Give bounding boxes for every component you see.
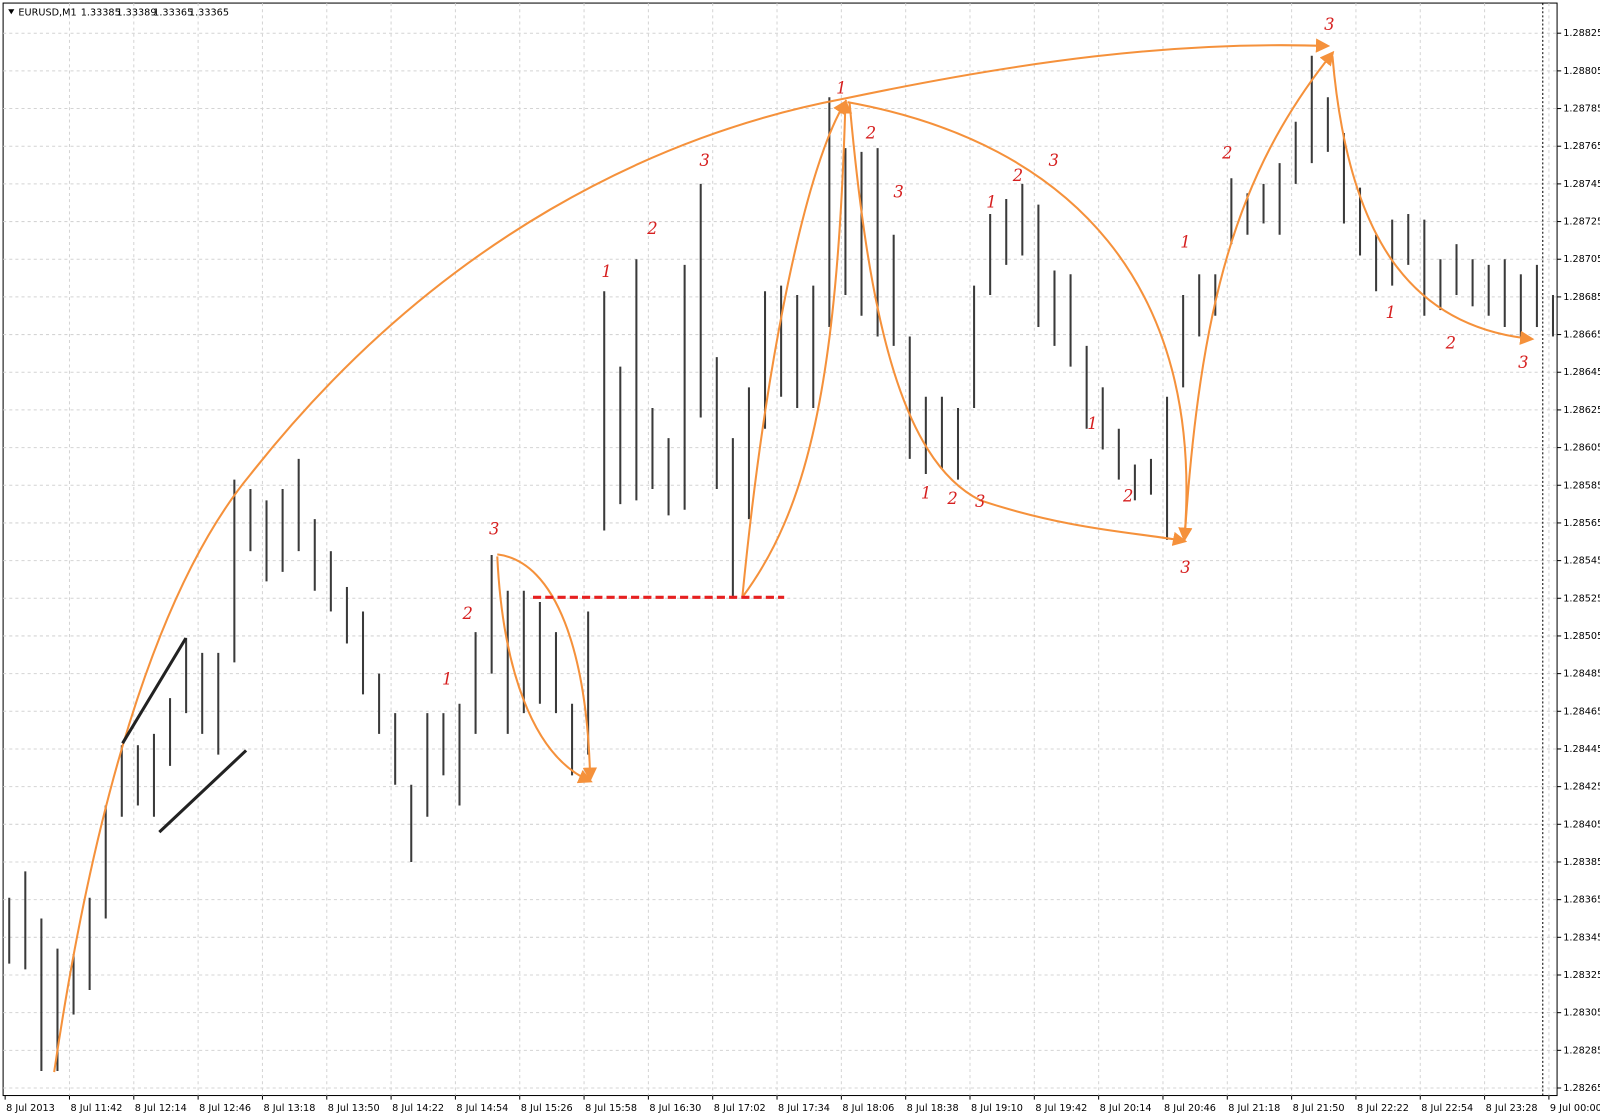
y-tick-label: 1.28465: [1563, 706, 1600, 717]
x-tick-label: 8 Jul 2013: [6, 1103, 55, 1114]
x-tick-label: 8 Jul 14:22: [392, 1103, 444, 1114]
wave-label: 2: [646, 219, 657, 238]
x-tick-label: 8 Jul 15:58: [585, 1103, 637, 1114]
ohlc-value: 1.33365: [189, 7, 229, 18]
wave-arc: [1331, 56, 1535, 345]
plot-frame: [2, 2, 1558, 1097]
y-tick-label: 1.28745: [1563, 179, 1600, 190]
x-tick-label: 8 Jul 20:46: [1164, 1103, 1216, 1114]
wave-label: 1: [1385, 303, 1395, 322]
x-tick-label: 8 Jul 14:54: [456, 1103, 508, 1114]
wave-label: 2: [1221, 144, 1232, 163]
ohlc-value: 1.33385: [81, 7, 121, 18]
y-tick-label: 1.28485: [1563, 669, 1600, 680]
x-tick-label: 8 Jul 22:22: [1357, 1103, 1409, 1114]
y-tick-label: 1.28785: [1563, 104, 1600, 115]
y-tick-label: 1.28285: [1563, 1045, 1600, 1056]
y-tick-label: 1.28565: [1563, 518, 1600, 529]
y-tick-label: 1.28345: [1563, 932, 1600, 943]
wave-label: 3: [489, 519, 499, 538]
x-tick-label: 8 Jul 22:54: [1421, 1103, 1473, 1114]
wave-label: 1: [836, 78, 846, 97]
y-tick-label: 1.28625: [1563, 405, 1600, 416]
x-tick-label: 9 Jul 00:00: [1550, 1103, 1600, 1114]
x-tick-label: 8 Jul 12:14: [135, 1103, 187, 1114]
y-tick-label: 1.28525: [1563, 593, 1600, 604]
y-tick-label: 1.28545: [1563, 556, 1600, 567]
wave-label: 3: [699, 151, 709, 170]
wave-arc: [497, 553, 598, 782]
channel-line: [158, 749, 248, 834]
wave-label: 2: [1122, 487, 1133, 506]
x-tick-label: 8 Jul 18:38: [907, 1103, 959, 1114]
wave-label: 1: [601, 262, 611, 281]
y-tick-label: 1.28665: [1563, 330, 1600, 341]
x-tick-label: 8 Jul 12:46: [199, 1103, 251, 1114]
y-tick-label: 1.28325: [1563, 970, 1600, 981]
y-tick-label: 1.28365: [1563, 895, 1600, 906]
x-tick-label: 8 Jul 20:14: [1100, 1103, 1152, 1114]
wave-label: 2: [1445, 334, 1456, 353]
wave-arc: [741, 99, 853, 598]
y-tick-label: 1.28765: [1563, 141, 1600, 152]
wave-label: 3: [1518, 353, 1528, 372]
x-tick-label: 8 Jul 21:50: [1293, 1103, 1345, 1114]
x-tick-label: 8 Jul 16:30: [649, 1103, 701, 1114]
x-tick-label: 8 Jul 19:10: [971, 1103, 1023, 1114]
wave-label: 2: [1012, 166, 1023, 185]
wave-label: 2: [946, 489, 957, 508]
wave-arc: [848, 102, 1188, 546]
wave-label: 3: [1049, 151, 1059, 170]
wave-arc: [741, 99, 847, 598]
ohlc-value: 1.33389: [116, 7, 156, 18]
symbol: EURUSD,M1: [18, 7, 76, 18]
y-tick-label: 1.28605: [1563, 443, 1600, 454]
y-tick-label: 1.28705: [1563, 254, 1600, 265]
y-tick-label: 1.28425: [1563, 782, 1600, 793]
wave-label: 2: [461, 604, 472, 623]
x-tick-label: 8 Jul 18:06: [842, 1103, 894, 1114]
x-tick-label: 8 Jul 13:18: [263, 1103, 315, 1114]
drawings: [53, 38, 1535, 1073]
wave-label: 3: [1324, 15, 1334, 34]
wave-label: 3: [1180, 558, 1190, 577]
wave-arc: [847, 101, 1193, 542]
y-tick-label: 1.28805: [1563, 66, 1600, 77]
y-tick-label: 1.28825: [1563, 28, 1600, 39]
wave-label: 1: [986, 193, 996, 212]
y-tick-label: 1.28385: [1563, 857, 1600, 868]
wave-label: 1: [921, 484, 931, 503]
wave-arc: [1183, 50, 1335, 542]
x-tick-label: 8 Jul 13:50: [328, 1103, 380, 1114]
wave-arc: [53, 38, 1331, 1073]
ohlc-value: 1.33365: [153, 7, 193, 18]
wave-label: 3: [893, 182, 903, 201]
y-tick-label: 1.28585: [1563, 480, 1600, 491]
channel-line: [121, 637, 188, 745]
y-tick-label: 1.28445: [1563, 744, 1600, 755]
y-tick-label: 1.28305: [1563, 1008, 1600, 1019]
y-tick-label: 1.28725: [1563, 217, 1600, 228]
x-tick-label: 8 Jul 19:42: [1035, 1103, 1087, 1114]
wave-label: 2: [865, 123, 876, 142]
y-tick-label: 1.28405: [1563, 819, 1600, 830]
wave-label: 1: [1087, 414, 1097, 433]
wave-label: 1: [442, 669, 452, 688]
x-tick-label: 8 Jul 11:42: [70, 1103, 122, 1114]
x-tick-label: 8 Jul 21:18: [1228, 1103, 1280, 1114]
y-tick-label: 1.28265: [1563, 1083, 1600, 1094]
y-tick-label: 1.28505: [1563, 631, 1600, 642]
y-tick-label: 1.28685: [1563, 292, 1600, 303]
menu-arrow[interactable]: [8, 9, 15, 15]
y-tick-label: 1.28645: [1563, 367, 1600, 378]
wave-label: 3: [975, 492, 985, 511]
wave-label: 1: [1180, 232, 1190, 251]
x-tick-label: 8 Jul 17:34: [778, 1103, 830, 1114]
x-tick-label: 8 Jul 15:26: [521, 1103, 573, 1114]
wave-arc: [496, 556, 593, 784]
x-tick-label: 8 Jul 17:02: [714, 1103, 766, 1114]
x-tick-label: 8 Jul 23:28: [1486, 1103, 1538, 1114]
